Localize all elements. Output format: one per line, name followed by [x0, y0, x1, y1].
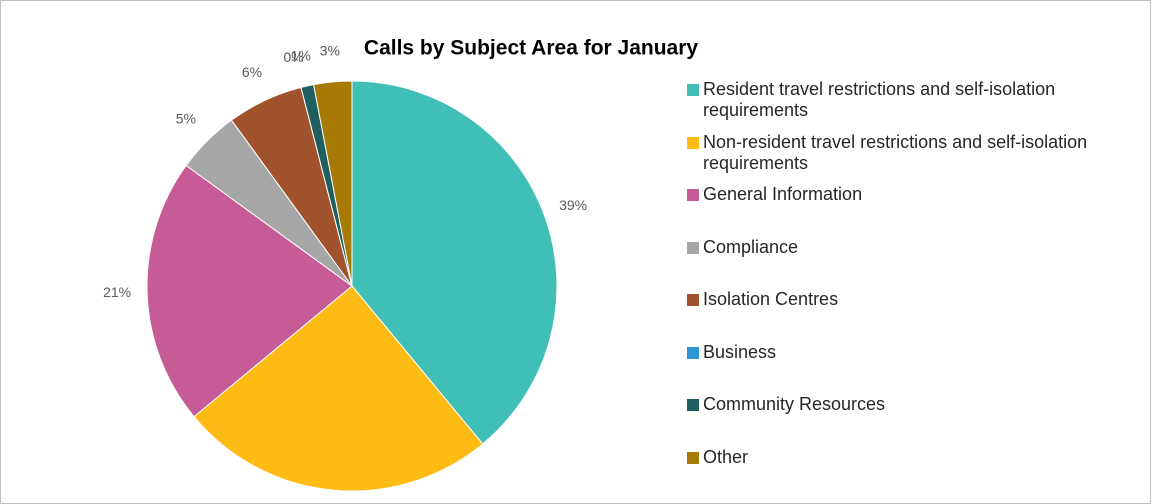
- data-label: 39%: [559, 197, 587, 213]
- legend-swatch: [687, 84, 699, 96]
- legend-item: Resident travel restrictions and self-is…: [687, 79, 1137, 121]
- legend-item: Isolation Centres: [687, 289, 1137, 310]
- legend-label: Compliance: [703, 236, 799, 257]
- data-label: 0%: [283, 49, 303, 65]
- legend-item: Other: [687, 447, 1137, 468]
- legend-swatch: [687, 241, 699, 254]
- pie-slice: [351, 80, 558, 445]
- pie-slice: [146, 164, 353, 418]
- pie-slice: [313, 80, 353, 287]
- legend-label: General Information: [703, 184, 863, 204]
- data-label: 5%: [176, 111, 196, 127]
- legend-swatch: [687, 451, 699, 464]
- legend-item: Compliance: [687, 237, 1137, 258]
- pie-slice: [193, 285, 484, 492]
- data-label: 21%: [103, 284, 131, 300]
- legend-swatch: [687, 294, 699, 306]
- legend-swatch: [687, 189, 699, 201]
- legend-label: Non-resident travel restrictions and sel…: [703, 131, 1088, 173]
- legend-item: Community Resources: [687, 394, 1137, 415]
- legend-swatch: [687, 346, 699, 359]
- legend-item: Non-resident travel restrictions and sel…: [687, 132, 1137, 174]
- legend-label: Business: [703, 341, 777, 362]
- legend-label: Isolation Centres: [703, 289, 839, 309]
- chart-title: Calls by Subject Area for January: [364, 37, 698, 60]
- legend-item: General Information: [687, 184, 1137, 205]
- legend-label: Community Resources: [703, 394, 886, 414]
- legend-swatch: [687, 399, 699, 411]
- data-label: 6%: [242, 64, 262, 80]
- data-label: 1%: [291, 47, 311, 63]
- legend-item: Business: [687, 342, 1137, 363]
- legend-swatch: [687, 136, 699, 149]
- legend-label: Resident travel restrictions and self-is…: [703, 79, 1056, 120]
- data-label: 3%: [320, 43, 340, 59]
- legend-label: Other: [703, 446, 749, 467]
